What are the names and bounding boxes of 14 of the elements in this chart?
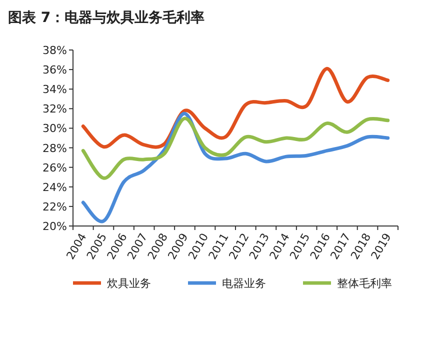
y-tick-label: 38% (42, 44, 67, 57)
y-tick-label: 28% (42, 142, 67, 155)
y-tick-label: 36% (42, 64, 67, 77)
y-tick-label: 26% (42, 161, 67, 174)
y-tick-label: 34% (42, 83, 67, 96)
y-tick-label: 32% (42, 102, 67, 116)
chart-title: 图表 7：电器与炊具业务毛利率 (8, 9, 205, 26)
legend-label: 电器业务 (222, 277, 266, 290)
y-tick-label: 24% (42, 180, 67, 194)
legend-label: 整体毛利率 (337, 277, 392, 290)
y-tick-label: 30% (42, 122, 67, 136)
legend-label: 炊具业务 (107, 277, 151, 290)
y-tick-label: 22% (42, 200, 67, 214)
y-tick-label: 20% (42, 220, 67, 233)
